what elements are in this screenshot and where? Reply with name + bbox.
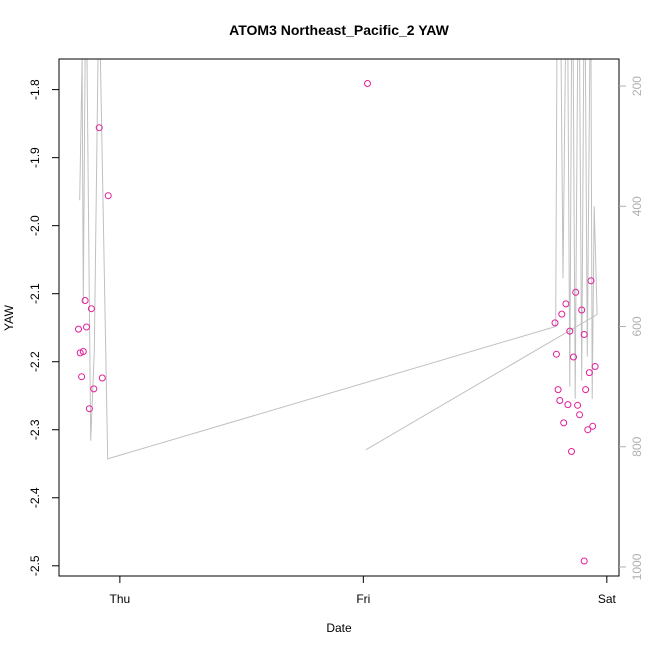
data-point [566, 327, 574, 335]
data-point [582, 386, 590, 394]
data-point [580, 331, 588, 338]
x-tick-label: Thu [110, 592, 131, 606]
data-point [574, 401, 582, 409]
data-point [85, 405, 93, 413]
data-point [90, 385, 98, 393]
y-tick-label: -2.5 [28, 555, 42, 576]
y2-tick-label: 600 [630, 316, 644, 336]
y-tick-label: -2.1 [28, 283, 42, 304]
y2-tick-label: 400 [630, 196, 644, 216]
plot-frame [58, 58, 620, 577]
y-tick-label: -1.8 [28, 79, 42, 100]
data-point [364, 80, 371, 87]
data-point [79, 348, 87, 355]
y-tick-label: -1.9 [28, 147, 42, 168]
y-axis: -2.5 -2.4 -2.3 -2.2 -2.1 -2.0 -1.9 -1.8 [28, 79, 59, 576]
data-point [98, 374, 106, 382]
y2-tick-label: 1000 [630, 553, 644, 580]
y2-tick-label: 800 [630, 436, 644, 456]
data-point [554, 386, 562, 394]
x-axis-label: Date [326, 621, 352, 635]
y-axis-label: YAW [2, 304, 16, 331]
data-point [558, 310, 566, 318]
y-tick-label: -2.4 [28, 487, 42, 508]
x-axis: Thu Fri Sat [110, 575, 617, 606]
data-point [75, 325, 82, 333]
line-series [79, 58, 598, 460]
y-axis-right: 200 400 600 800 1000 [619, 76, 644, 580]
data-point [560, 419, 568, 427]
data-point [81, 297, 89, 304]
y-tick-label: -2.0 [28, 215, 42, 236]
data-point [556, 397, 564, 404]
data-point [87, 305, 95, 313]
y-tick-label: -2.2 [28, 351, 42, 372]
data-point [95, 124, 103, 132]
y2-tick-label: 200 [630, 76, 644, 96]
data-point [570, 353, 577, 361]
data-point [584, 426, 592, 434]
data-point [587, 277, 595, 285]
data-point [78, 373, 86, 381]
data-point [580, 557, 588, 565]
data-point [576, 411, 584, 419]
data-point [572, 288, 580, 296]
x-tick-label: Fri [356, 592, 370, 606]
data-point [578, 306, 586, 314]
data-point [589, 422, 597, 430]
data-point [551, 319, 559, 327]
data-point [568, 448, 575, 455]
chart-title: ATOM3 Northeast_Pacific_2 YAW [229, 22, 449, 38]
data-point [591, 363, 599, 370]
data-point [562, 300, 570, 308]
data-point [552, 350, 560, 358]
data-point [585, 369, 593, 377]
scatter-points [75, 80, 599, 565]
data-point [104, 192, 112, 200]
data-point [83, 323, 90, 331]
y-tick-label: -2.3 [28, 419, 42, 440]
line-series-path [79, 58, 598, 460]
x-tick-label: Sat [598, 592, 617, 606]
data-point [564, 401, 572, 409]
